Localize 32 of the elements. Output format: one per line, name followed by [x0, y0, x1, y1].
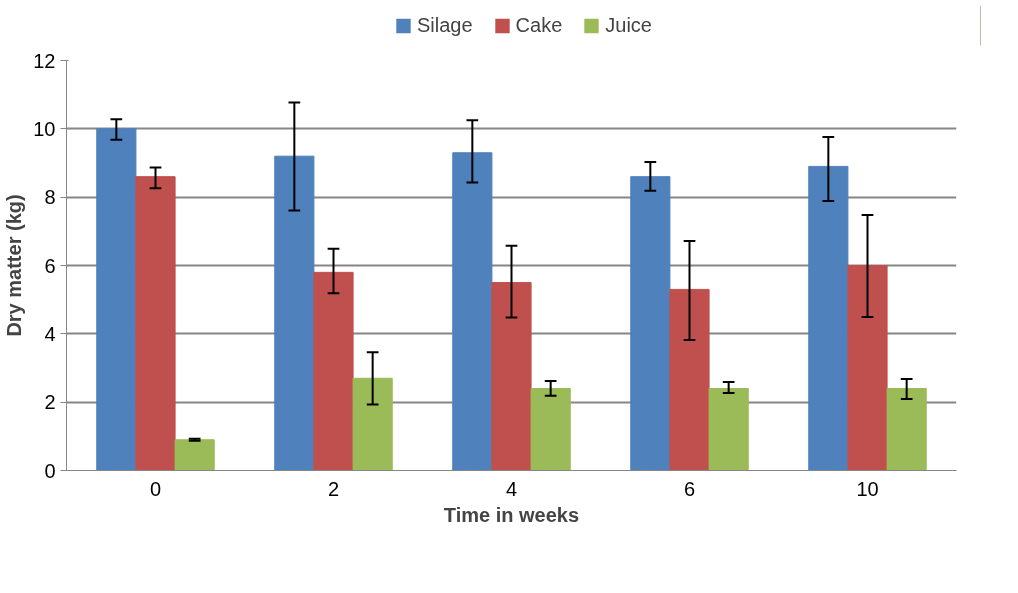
bar: [708, 388, 749, 471]
y-tick-label: 4: [44, 322, 56, 345]
y-tick-label: 6: [44, 254, 56, 277]
x-tick-label: 10: [856, 477, 879, 500]
y-tick-label: 8: [44, 186, 56, 209]
bar: [886, 388, 927, 471]
bar: [630, 176, 671, 471]
bar: [491, 282, 532, 471]
bar: [174, 439, 215, 471]
bar: [808, 165, 849, 471]
y-tick-label: 10: [33, 117, 56, 140]
bar: [352, 377, 393, 471]
y-tick-label: 0: [44, 459, 56, 482]
bar: [135, 176, 176, 471]
y-tick-label: 12: [33, 49, 56, 72]
legend-label: Cake: [515, 13, 563, 37]
bar: [452, 152, 493, 471]
x-tick-label: 2: [327, 477, 340, 500]
legend-label: Silage: [416, 13, 473, 37]
bar: [96, 128, 137, 471]
x-tick-label: 0: [149, 477, 162, 500]
legend-label: Juice: [605, 13, 653, 37]
bar: [313, 271, 354, 471]
y-axis-title: Dry matter (kg): [3, 194, 26, 337]
bar: [847, 265, 888, 471]
x-tick-label: 4: [505, 477, 518, 500]
x-axis-title: Time in weeks: [443, 503, 580, 526]
x-tick-label: 6: [683, 477, 696, 500]
y-tick-label: 2: [44, 391, 56, 414]
bar: [274, 155, 315, 471]
bar: [669, 288, 710, 471]
bar: [530, 388, 571, 471]
